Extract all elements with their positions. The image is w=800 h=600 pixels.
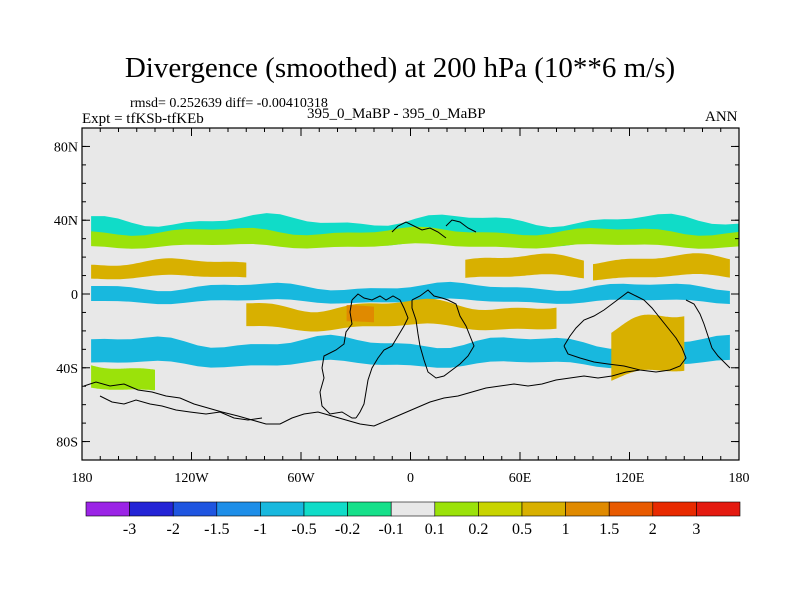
contour-region-6 [246, 298, 557, 332]
contour-region-9 [611, 314, 685, 381]
experiment-label: Expt = tfKSb-tfKEb [82, 111, 204, 127]
colorbar-label: -0.2 [335, 521, 360, 538]
stats-line: rmsd= 0.252639 diff= -0.00410318 [130, 96, 328, 111]
colorbar-swatch [347, 501, 392, 517]
colorbar-swatch [696, 501, 741, 517]
x-tick-label: 60E [509, 471, 532, 486]
colorbar-label: 2 [649, 521, 657, 538]
colorbar-label: -1.5 [204, 521, 229, 538]
contour-regions [91, 213, 739, 391]
y-tick-label: 0 [71, 288, 78, 303]
case-label: 395_0_MaBP - 395_0_MaBP [307, 106, 486, 122]
y-tick-label: 80S [56, 436, 78, 451]
coastline-north-america-2 [445, 219, 477, 233]
colorbar-label: 0.5 [512, 521, 532, 538]
coastline-south-america-west [319, 299, 356, 419]
coastlines [83, 219, 731, 427]
colorbar-swatch [303, 501, 348, 517]
y-tick-label: 80N [54, 140, 78, 155]
colorbar-label: -3 [123, 521, 136, 538]
colorbar-label: 0.1 [425, 521, 445, 538]
coastline-north-america [391, 221, 447, 239]
colorbar-swatch [85, 501, 130, 517]
colorbar-swatch [521, 501, 566, 517]
colorbar-label: -0.1 [379, 521, 404, 538]
coastline-antarctica [83, 369, 641, 427]
y-tick-label: 40N [54, 214, 78, 229]
colorbar-swatch [260, 501, 305, 517]
x-tick-label: 180 [72, 471, 93, 486]
colorbar-label: -2 [167, 521, 180, 538]
x-tick-label: 180 [729, 471, 750, 486]
coastline-australia [563, 291, 687, 373]
coastline-africa [411, 289, 475, 379]
contour-region-10 [91, 365, 155, 391]
colorbar-swatch [172, 501, 218, 517]
y-tick-label: 40S [56, 362, 78, 377]
x-tick-label: 120W [174, 471, 209, 486]
colorbar-swatch [478, 501, 523, 517]
colorbar-label: 0.2 [468, 521, 488, 538]
axis-ticks: 180 120W 60W 0 60E 120E 180 80N 40N 0 40S 80S [54, 128, 750, 486]
colorbar-swatch [652, 501, 697, 517]
contour-region-8 [91, 334, 730, 369]
colorbar-label: -1 [254, 521, 267, 538]
contour-region-5 [91, 281, 730, 305]
colorbar-label: 1.5 [599, 521, 619, 538]
colorbar-label: 3 [692, 521, 700, 538]
x-tick-label: 0 [407, 471, 414, 486]
colorbar-label: -0.5 [291, 521, 316, 538]
coastline-south-america [351, 293, 409, 419]
coastline-antarctic-peninsula [99, 395, 263, 421]
colorbar-swatch [608, 501, 654, 517]
colorbar-swatch [390, 501, 436, 517]
x-tick-label: 120E [615, 471, 645, 486]
colorbar-swatch [216, 501, 261, 517]
contour-region-1 [91, 226, 739, 249]
coastline-australia-east [685, 299, 731, 369]
chart-title: Divergence (smoothed) at 200 hPa (10**6 … [124, 52, 676, 84]
colorbar-swatch [565, 501, 610, 517]
contour-region-4 [593, 253, 730, 281]
contour-region-3 [465, 253, 584, 279]
contour-region-2 [91, 258, 247, 280]
season-label: ANN [705, 109, 738, 125]
contour-region-7 [346, 305, 374, 323]
colorbar-label: 1 [562, 521, 570, 538]
x-tick-label: 60W [287, 471, 315, 486]
colorbar: -3 -2 -1.5 -1 -0.5 -0.2 -0.1 0.1 0.2 0.5 1 1.5 2 3 [85, 501, 741, 538]
colorbar-swatch [434, 501, 479, 517]
colorbar-swatch [129, 501, 174, 517]
